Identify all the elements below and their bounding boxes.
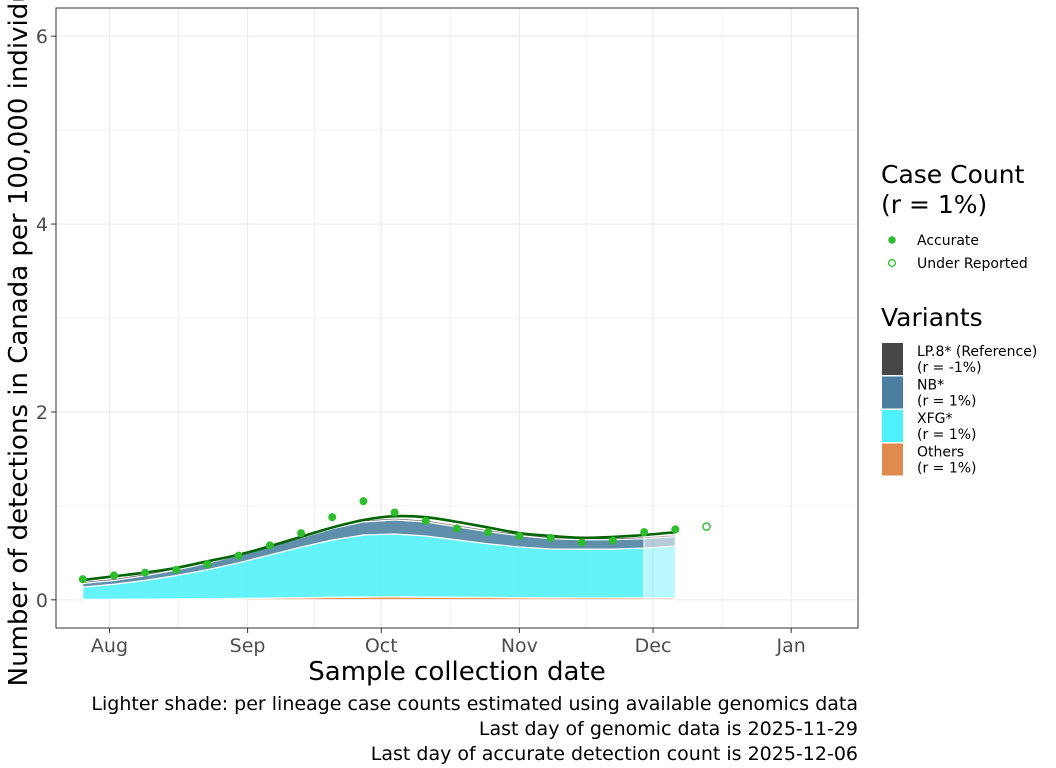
case-point-accurate [265, 541, 274, 550]
case-point-accurate [328, 513, 337, 522]
legend-label: Under Reported [917, 256, 1028, 272]
area-lp-8-reference-estimated [643, 534, 676, 540]
case-point-accurate [421, 516, 430, 525]
caption-line: Lighter shade: per lineage case counts e… [91, 693, 858, 715]
case-point-accurate [640, 528, 649, 537]
case-point-accurate [141, 568, 150, 577]
case-point-accurate [484, 528, 493, 537]
legend-sublabel: (r = 1%) [917, 427, 977, 443]
x-axis-title: Sample collection date [308, 657, 605, 687]
x-tick-label: Jan [776, 635, 806, 657]
x-tick-label: Nov [501, 635, 538, 657]
case-point-accurate [608, 536, 617, 545]
panel-border [55, 7, 859, 629]
area-xfg-estimated [643, 545, 676, 599]
legend-swatch-lp-8-reference [882, 343, 903, 375]
variant-areas [82, 517, 676, 601]
x-tick-label: Aug [91, 635, 128, 657]
legend-label: NB* [917, 378, 944, 394]
legend-label: Others [917, 445, 964, 461]
y-tick-label: 2 [36, 402, 48, 424]
case-point-accurate [172, 565, 181, 574]
legend-title-case-count: Case Count [881, 160, 1025, 189]
caption-line: Last day of genomic data is 2025-11-29 [479, 718, 858, 740]
case-count-points [78, 497, 711, 584]
x-tick-label: Dec [635, 635, 672, 657]
legend-sublabel: (r = 1%) [917, 394, 977, 410]
y-tick-label: 4 [36, 214, 48, 236]
x-tick-label: Oct [365, 635, 398, 657]
legend-title-case-count: (r = 1%) [881, 190, 987, 219]
y-tick-label: 6 [36, 26, 48, 48]
caption-line: Last day of accurate detection count is … [371, 743, 858, 765]
case-point-accurate [577, 538, 586, 547]
case-point-accurate [452, 524, 461, 533]
legend-key-accurate [888, 236, 896, 244]
legend-label: LP.8* (Reference) [917, 344, 1037, 360]
legend-swatch-nb [882, 376, 903, 409]
x-axis: Aug Sep Oct Nov Dec Jan [91, 628, 806, 657]
case-point-accurate [390, 508, 399, 517]
legend-label: XFG* [917, 411, 953, 427]
legend-title-variants: Variants [881, 303, 983, 332]
case-point-accurate [671, 525, 680, 534]
x-tick-label: Sep [230, 635, 266, 657]
legend-key-under-reported [887, 258, 897, 268]
legend-label: Accurate [917, 233, 979, 249]
case-point-accurate [234, 551, 243, 560]
case-point-accurate [109, 571, 118, 580]
case-point-under-reported [702, 522, 711, 531]
legend-swatch-others [882, 443, 903, 476]
caption: Lighter shade: per lineage case counts e… [91, 693, 858, 765]
legend-sublabel: (r = 1%) [917, 461, 977, 477]
legend-sublabel: (r = -1%) [917, 360, 982, 376]
y-tick-label: 0 [36, 590, 48, 612]
case-point-accurate [546, 533, 555, 542]
legend-swatch-xfg [882, 410, 903, 442]
case-point-accurate [515, 531, 524, 540]
case-point-accurate [78, 575, 87, 584]
y-axis-title: Number of detections in Canada per 100,0… [4, 0, 34, 686]
y-axis: 0 2 4 6 [36, 26, 56, 612]
case-point-accurate [297, 529, 306, 538]
case-point-accurate [203, 560, 212, 569]
case-point-accurate [359, 497, 368, 506]
